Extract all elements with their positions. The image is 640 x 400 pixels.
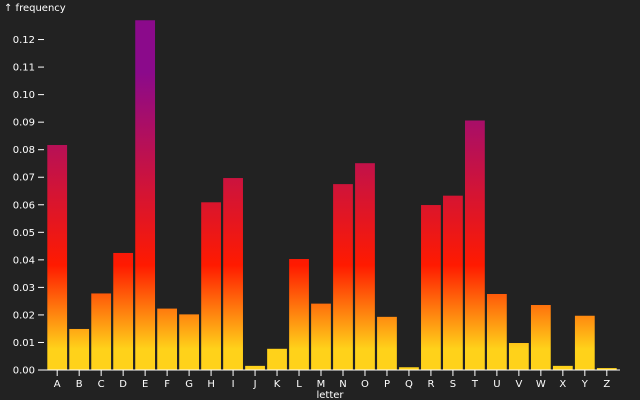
x-tick-label: O	[361, 379, 369, 390]
bar-x	[552, 365, 573, 370]
bar-c	[91, 293, 112, 370]
bar-g	[179, 314, 199, 370]
bar-v	[508, 343, 529, 370]
bar-l	[289, 259, 309, 370]
y-tick-label: 0.11	[13, 63, 35, 74]
y-tick-label: 0.06	[13, 200, 35, 211]
y-axis: 0.00 0.01 0.02 0.03 0.04 0.05 0.06 0.07 0.08 0.09…	[13, 35, 44, 377]
x-tick-label: X	[559, 379, 566, 390]
x-axis: A B C D E F G H I J K L M N O P Q R S T U V W X Y Z	[44, 369, 620, 390]
bar-b	[69, 328, 90, 370]
x-tick-label: J	[253, 379, 257, 390]
bar-r	[421, 205, 441, 370]
bar-n	[333, 184, 353, 370]
bar-p	[377, 316, 397, 370]
x-tick-label: U	[493, 379, 500, 390]
x-tick-label: Z	[603, 379, 610, 390]
bar-d	[113, 252, 134, 370]
bar-k	[267, 348, 287, 370]
y-tick-label: 0.12	[13, 35, 35, 46]
x-tick-label: V	[515, 379, 522, 390]
y-tick-label: 0.07	[13, 173, 35, 184]
x-tick-label: T	[471, 379, 479, 390]
x-tick-label: A	[54, 379, 61, 390]
bar-y	[574, 315, 595, 370]
bar-o	[355, 163, 375, 370]
bar-f	[157, 308, 178, 370]
x-tick-label: Y	[581, 379, 589, 390]
x-tick-label: I	[232, 379, 235, 390]
y-tick-label: 0.08	[13, 145, 35, 156]
x-tick-label: M	[317, 379, 326, 390]
x-tick-label: N	[339, 379, 346, 390]
y-tick-label: 0.09	[13, 118, 35, 129]
x-tick-label: C	[98, 379, 105, 390]
x-tick-label: B	[76, 379, 83, 390]
x-tick-label: W	[536, 379, 546, 390]
bar-q	[399, 367, 419, 370]
bar-h	[201, 202, 221, 370]
x-tick-label: R	[427, 379, 434, 390]
y-tick-label: 0.00	[13, 366, 35, 377]
bar-t	[465, 120, 485, 370]
y-tick-label: 0.10	[13, 90, 35, 101]
y-tick-label: 0.03	[13, 283, 35, 294]
bar-u	[486, 293, 507, 370]
y-axis-title: ↑ frequency	[4, 3, 66, 14]
y-tick-label: 0.04	[13, 255, 35, 266]
bar-e	[135, 20, 156, 371]
bar-z	[596, 368, 617, 370]
x-tick-label: K	[274, 379, 281, 390]
x-tick-label: P	[384, 379, 390, 390]
x-tick-label: G	[185, 379, 193, 390]
y-tick-label: 0.01	[13, 338, 35, 349]
bar-j	[245, 365, 265, 370]
bar-i	[223, 178, 243, 370]
x-tick-label: F	[164, 379, 170, 390]
x-tick-label: E	[142, 379, 148, 390]
y-tick-label: 0.02	[13, 310, 35, 321]
x-tick-label: H	[207, 379, 215, 390]
x-tick-label: L	[296, 379, 302, 390]
bar-s	[443, 195, 463, 370]
bar-m	[311, 303, 331, 370]
bar-a	[47, 145, 68, 370]
x-axis-title: letter	[316, 390, 344, 400]
bars	[47, 20, 617, 371]
x-tick-label: Q	[405, 379, 413, 390]
bar-w	[530, 305, 551, 370]
x-tick-label: D	[119, 379, 127, 390]
x-tick-label: S	[450, 379, 456, 390]
y-tick-label: 0.05	[13, 228, 35, 239]
